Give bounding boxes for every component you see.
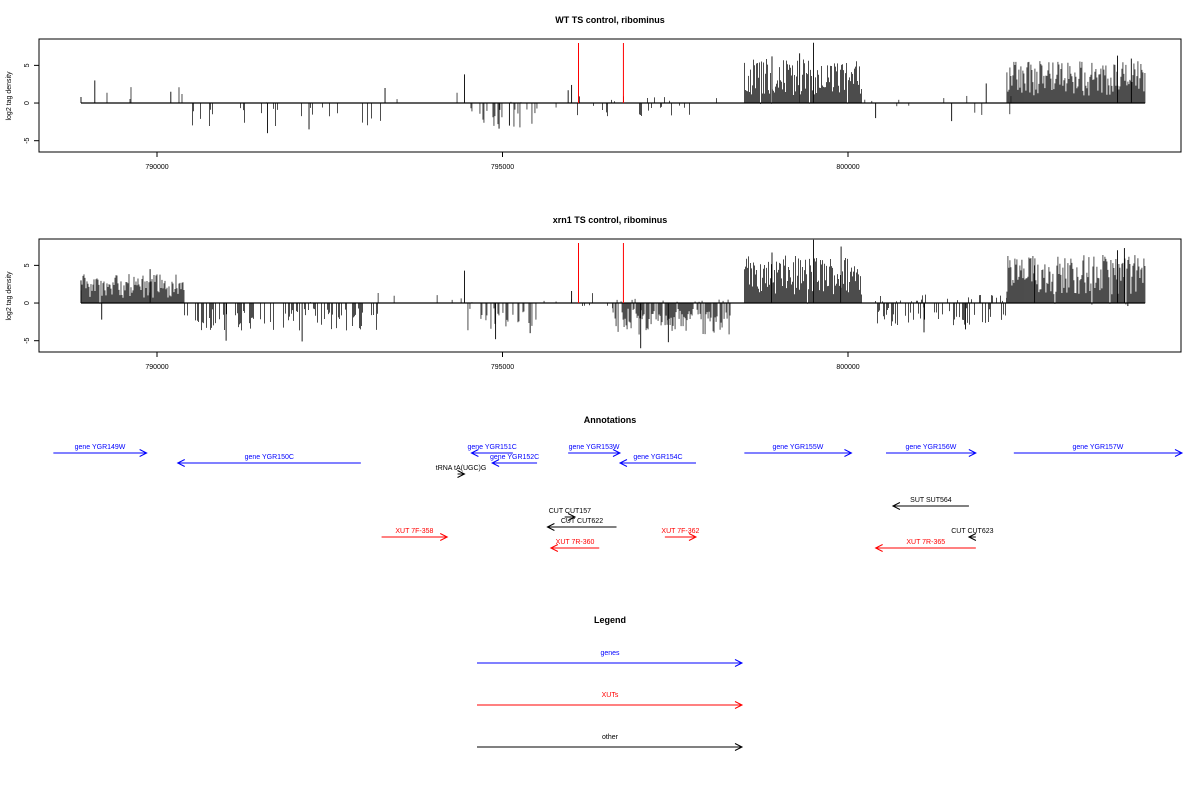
annotation-feature: XUT 7R-360 xyxy=(549,539,600,552)
annotation-label: gene YGR153W xyxy=(569,444,620,451)
feature-arrow-head xyxy=(891,502,901,510)
legend-item: other xyxy=(477,734,744,751)
annotation-label: CUT CUT623 xyxy=(951,528,993,535)
y-tick-label: -5 xyxy=(24,337,31,343)
annotation-feature: XUT 7F-358 xyxy=(381,528,449,541)
axis-ticks: 790000 795000 800000 -5 0 5 xyxy=(24,263,860,371)
panel-title: WT TS control, ribominus xyxy=(555,15,665,25)
coverage-bars xyxy=(80,239,1146,349)
annotation-feature: SUT SUT564 xyxy=(891,497,969,510)
y-axis-label: log2 tag density xyxy=(6,271,13,321)
feature-arrow-head xyxy=(549,544,559,552)
feature-arrow-head xyxy=(1174,449,1184,457)
legend-items: genes XUTs other xyxy=(477,650,744,751)
annotation-label: gene YGR155W xyxy=(772,444,823,451)
feature-arrow-head xyxy=(734,701,744,709)
feature-arrow-head xyxy=(967,533,977,541)
x-tick-label: 795000 xyxy=(491,164,514,171)
feature-arrow-head xyxy=(734,743,744,751)
annotation-label: gene YGR156W xyxy=(905,444,956,451)
legend-label: other xyxy=(602,734,619,741)
feature-arrow-head xyxy=(546,523,555,531)
annotation-label: SUT SUT564 xyxy=(910,497,952,504)
annotation-feature: gene YGR151C xyxy=(467,444,517,457)
feature-arrow-head xyxy=(734,659,744,667)
panel-title: xrn1 TS control, ribominus xyxy=(553,215,668,225)
annotation-feature: gene YGR154C xyxy=(618,454,696,467)
feature-arrow-head xyxy=(874,544,883,552)
annotation-feature: CUT CUT622 xyxy=(546,518,617,531)
feature-arrow-head xyxy=(688,533,698,541)
feature-arrow-head xyxy=(439,533,449,541)
annotation-feature: CUT CUT157 xyxy=(549,508,591,521)
legend-label: XUTs xyxy=(602,692,619,699)
annotation-feature: gene YGR150C xyxy=(176,454,361,467)
annotation-label: tRNA tA(UGC)G xyxy=(436,465,487,472)
feature-arrow-head xyxy=(618,459,628,467)
feature-arrow-head xyxy=(176,459,185,467)
y-tick-label: 5 xyxy=(24,63,31,67)
y-axis-label: log2 tag density xyxy=(6,71,13,121)
feature-arrow-head xyxy=(470,449,479,457)
x-tick-label: 800000 xyxy=(836,164,859,171)
annotation-label: XUT 7F-358 xyxy=(395,528,433,535)
annotation-label: CUT CUT622 xyxy=(561,518,603,525)
annotation-feature: XUT 7R-365 xyxy=(874,539,976,552)
feature-arrow-head xyxy=(844,449,853,457)
annotation-feature: gene YGR149W xyxy=(53,444,148,457)
annotation-feature: gene YGR152C xyxy=(490,454,539,467)
feature-arrow-head xyxy=(457,470,466,478)
annotation-label: CUT CUT157 xyxy=(549,508,591,515)
annotation-label: XUT 7R-365 xyxy=(906,539,945,546)
wt-coverage-panel: WT TS control, ribominus log2 tag densit… xyxy=(6,15,1182,171)
legend: Legend genes XUTs other xyxy=(477,615,744,751)
axis-ticks: 790000 795000 800000 -5 0 5 xyxy=(24,63,860,171)
annotation-feature: gene YGR153W xyxy=(568,444,622,457)
legend-title: Legend xyxy=(594,615,626,625)
legend-item: genes xyxy=(477,650,744,667)
annotations-title: Annotations xyxy=(584,415,637,425)
x-tick-label: 795000 xyxy=(491,364,514,371)
y-tick-label: 0 xyxy=(24,101,31,105)
feature-arrow-head xyxy=(491,459,500,467)
xrn1-coverage-panel: xrn1 TS control, ribominus log2 tag dens… xyxy=(6,215,1182,371)
annotation-label: gene YGR150C xyxy=(245,454,294,461)
annotation-feature: XUT 7F-362 xyxy=(661,528,700,541)
feature-arrow-head xyxy=(612,449,622,457)
feature-arrow-head xyxy=(567,513,577,521)
x-tick-label: 790000 xyxy=(145,364,168,371)
annotation-label: gene YGR151C xyxy=(467,444,516,451)
annotation-feature: gene YGR157W xyxy=(1013,444,1184,457)
legend-label: genes xyxy=(600,650,620,657)
y-tick-label: -5 xyxy=(24,137,31,143)
feature-arrow-head xyxy=(968,449,977,457)
y-tick-label: 0 xyxy=(24,301,31,305)
annotation-feature: CUT CUT623 xyxy=(951,528,994,541)
x-tick-label: 790000 xyxy=(145,164,168,171)
x-tick-label: 800000 xyxy=(836,364,859,371)
plot-frame xyxy=(38,238,1182,353)
annotation-label: XUT 7R-360 xyxy=(556,539,595,546)
annotations-track: Annotations gene YGR149W gene YGR150C tRNA… xyxy=(53,415,1184,552)
annotation-label: XUT 7F-362 xyxy=(661,528,699,535)
annotation-label: gene YGR152C xyxy=(490,454,539,461)
feature-arrow-head xyxy=(139,449,148,457)
annotation-feature: gene YGR156W xyxy=(886,444,977,457)
y-tick-label: 5 xyxy=(24,263,31,267)
plot-frame xyxy=(38,38,1182,153)
annotation-label: gene YGR157W xyxy=(1072,444,1123,451)
annotation-label: gene YGR149W xyxy=(75,444,126,451)
annotation-feature: tRNA tA(UGC)G xyxy=(436,465,487,478)
annotation-label: gene YGR154C xyxy=(633,454,682,461)
annotation-feature: gene YGR155W xyxy=(744,444,853,457)
legend-item: XUTs xyxy=(477,692,744,709)
coverage-bars xyxy=(80,42,1146,134)
